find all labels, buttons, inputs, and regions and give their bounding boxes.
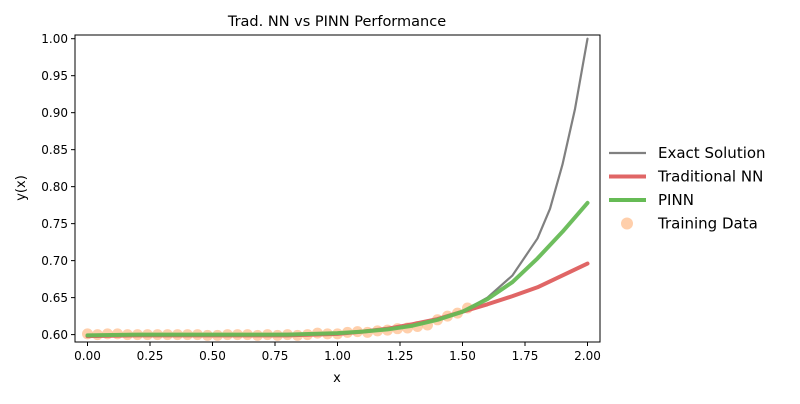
legend-label-exact-solution: Exact Solution bbox=[658, 144, 766, 162]
series-line-pinn bbox=[85, 200, 590, 338]
legend-label-training-data: Training Data bbox=[657, 215, 758, 233]
y-tick-label: 0.70 bbox=[41, 254, 68, 268]
y-axis-label: y(x) bbox=[14, 175, 29, 201]
y-tick-label: 0.65 bbox=[41, 291, 68, 305]
legend-marker-training-data bbox=[621, 217, 633, 230]
x-axis-label: x bbox=[333, 371, 341, 386]
x-tick-label: 1.00 bbox=[324, 349, 351, 363]
y-tick-label: 0.95 bbox=[41, 69, 68, 83]
x-tick-label: 0.25 bbox=[137, 349, 164, 363]
y-tick-label: 1.00 bbox=[41, 32, 68, 46]
plot-frame bbox=[74, 34, 601, 343]
y-tick-label: 0.90 bbox=[41, 106, 68, 120]
x-tick-label: 1.50 bbox=[449, 349, 476, 363]
x-tick-label: 0.50 bbox=[199, 349, 226, 363]
x-tick-label: 1.75 bbox=[512, 349, 539, 363]
x-tick-label: 2.00 bbox=[574, 349, 601, 363]
y-tick-label: 0.60 bbox=[41, 328, 68, 342]
x-axis-ticks: 0.00 0.25 0.50 0.75 1.00 1.25 1.50 1.75 2.00 bbox=[74, 342, 601, 363]
chart-title: Trad. NN vs PINN Performance bbox=[227, 14, 446, 30]
y-tick-label: 0.85 bbox=[41, 143, 68, 157]
y-axis-ticks: 0.60 0.65 0.70 0.75 0.80 0.85 0.90 0.95 1.00 bbox=[41, 32, 75, 342]
legend-label-traditional-nn: Traditional NN bbox=[657, 168, 763, 186]
legend-label-pinn: PINN bbox=[658, 191, 694, 209]
legend: Exact Solution Traditional NN PINN Training… bbox=[609, 144, 766, 233]
series-line-exact-solution bbox=[86, 37, 589, 336]
y-tick-label: 0.80 bbox=[41, 180, 68, 194]
y-tick-label: 0.75 bbox=[41, 217, 68, 231]
x-tick-label: 1.25 bbox=[387, 349, 414, 363]
x-tick-label: 0.75 bbox=[262, 349, 289, 363]
x-tick-label: 0.00 bbox=[74, 349, 101, 363]
plot-area bbox=[82, 37, 590, 341]
